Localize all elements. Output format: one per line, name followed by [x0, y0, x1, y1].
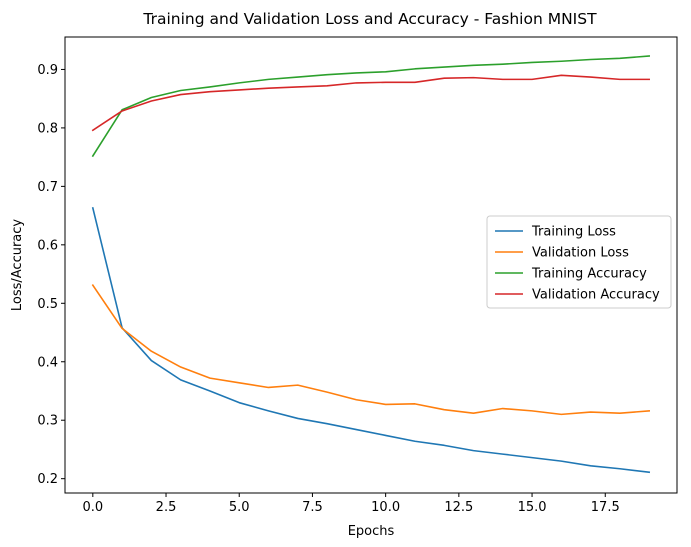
- x-axis-label: Epochs: [348, 524, 395, 539]
- series-line-2: [91, 284, 651, 416]
- y-tick-label: 0.6: [37, 238, 58, 253]
- x-tick-label: 10.0: [371, 500, 400, 515]
- y-tick-label: 0.2: [37, 472, 58, 487]
- x-axis: 0.0 2.5 5.0 7.5 10.0 12.5 15.0 17.5: [82, 493, 620, 515]
- y-tick-label: 0.8: [37, 121, 58, 136]
- y-tick-label: 0.7: [37, 180, 58, 195]
- x-tick-label: 12.5: [444, 500, 473, 515]
- x-tick-label: 2.5: [156, 500, 177, 515]
- plot-frame: [64, 36, 678, 494]
- series-layer: [91, 55, 651, 474]
- legend-label-3: Training Accuracy: [531, 267, 647, 282]
- legend-entries: Training Loss Validation Loss Training Acc…: [495, 225, 660, 303]
- legend-label-2: Validation Loss: [532, 246, 629, 261]
- legend: Training Loss Validation Loss Training Acc…: [486, 215, 672, 309]
- series-line-4: [91, 74, 650, 132]
- x-tick-label: 17.5: [591, 500, 620, 515]
- x-tick-label: 5.0: [229, 500, 250, 515]
- series-line-1: [91, 207, 651, 474]
- legend-label-1: Training Loss: [531, 225, 616, 240]
- chart-title: Training and Validation Loss and Accurac…: [142, 10, 597, 28]
- y-tick-label: 0.4: [37, 355, 58, 370]
- y-tick-label: 0.9: [37, 63, 58, 78]
- y-tick-label: 0.5: [37, 297, 58, 312]
- x-tick-label: 0.0: [82, 500, 103, 515]
- y-tick-label: 0.3: [37, 414, 58, 429]
- y-axis-label: Loss/Accuracy: [10, 219, 25, 312]
- legend-box: [486, 215, 672, 309]
- y-axis: 0.2 0.3 0.4 0.5 0.6 0.7 0.8 0.9: [37, 63, 65, 487]
- legend-label-4: Validation Accuracy: [532, 288, 660, 303]
- x-tick-label: 7.5: [302, 500, 323, 515]
- x-tick-label: 15.0: [518, 500, 547, 515]
- series-line-3: [91, 55, 651, 158]
